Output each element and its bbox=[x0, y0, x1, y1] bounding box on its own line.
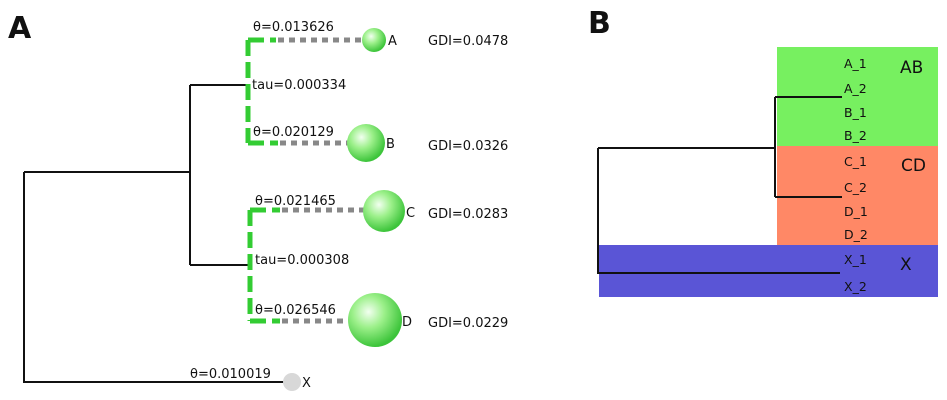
group-x-name: X bbox=[900, 255, 912, 275]
panel-a-letter: A bbox=[8, 11, 32, 46]
panel-a-tree bbox=[23, 84, 285, 383]
gdi-b-label: GDI=0.0326 bbox=[428, 139, 508, 154]
panel-b-tree bbox=[597, 96, 842, 274]
theta-c-label: θ=0.021465 bbox=[255, 194, 336, 209]
group-ab-name: AB bbox=[900, 58, 923, 78]
gdi-c-label: GDI=0.0283 bbox=[428, 207, 508, 222]
leaf-a-name: A bbox=[388, 34, 397, 49]
tau-cd-label: tau=0.000308 bbox=[255, 253, 349, 268]
leaf-a-ball bbox=[362, 28, 386, 52]
group-cd-name: CD bbox=[901, 156, 926, 176]
group-cd-box bbox=[777, 146, 938, 245]
leaf-c-name: C bbox=[406, 206, 415, 221]
theta-d-label: θ=0.026546 bbox=[255, 303, 336, 318]
leaf-b-name: B bbox=[386, 137, 395, 152]
clade-ab bbox=[245, 37, 362, 146]
theta-a-label: θ=0.013626 bbox=[253, 20, 334, 35]
panel-b-letter: B bbox=[588, 6, 611, 41]
leaf-b-ball bbox=[347, 124, 385, 162]
tip-d1: D_1 bbox=[844, 204, 868, 219]
clade-cd bbox=[247, 207, 364, 324]
theta-b-label: θ=0.020129 bbox=[253, 125, 334, 140]
leaf-d-ball bbox=[348, 293, 402, 347]
tip-d2: D_2 bbox=[844, 227, 868, 242]
leaf-d-name: D bbox=[402, 315, 412, 330]
tip-x2: X_2 bbox=[844, 279, 867, 294]
panel-b-branch-root-x1 bbox=[597, 148, 840, 274]
tip-b2: B_2 bbox=[844, 128, 867, 143]
group-x-box bbox=[599, 245, 938, 297]
gdi-a-label: GDI=0.0478 bbox=[428, 34, 508, 49]
theta-x-label: θ=0.010019 bbox=[190, 367, 271, 382]
tau-ab-label: tau=0.000334 bbox=[252, 78, 346, 93]
leaf-c-ball bbox=[363, 190, 405, 232]
tip-b1: B_1 bbox=[844, 105, 867, 120]
tip-x1: X_1 bbox=[844, 252, 867, 267]
tip-a2: A_2 bbox=[844, 81, 867, 96]
tip-a1: A_1 bbox=[844, 56, 867, 71]
gdi-d-label: GDI=0.0229 bbox=[428, 316, 508, 331]
branch-root-x bbox=[23, 172, 285, 383]
leaf-x-ball bbox=[283, 373, 301, 391]
tip-c1: C_1 bbox=[844, 154, 867, 169]
tip-c2: C_2 bbox=[844, 180, 867, 195]
leaf-x-name: X bbox=[302, 376, 311, 391]
